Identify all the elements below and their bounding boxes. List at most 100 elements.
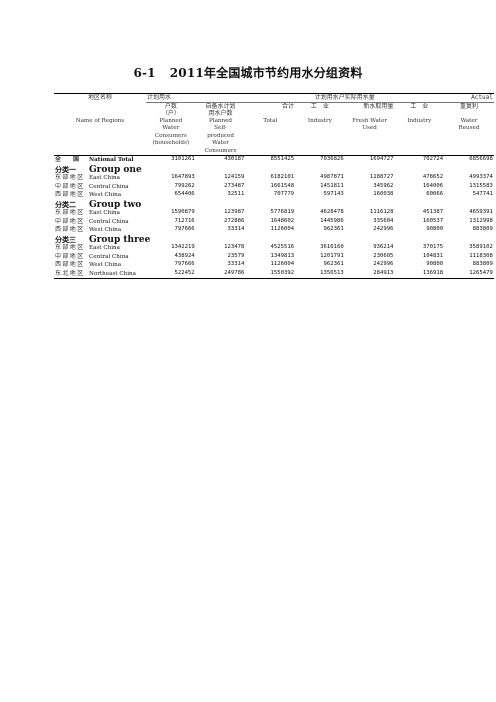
value-cell: 4628478	[320, 209, 344, 215]
group-header-row: 分类二 Group two	[54, 200, 494, 209]
value-cell: 478652	[422, 174, 444, 180]
value-cell: 4987871	[320, 174, 344, 180]
value-cell: 242996	[373, 261, 394, 267]
data-row: 东北地区 Northeast China 522452 249786 1550392 13…	[54, 269, 494, 279]
value-cell: 451387	[422, 209, 444, 215]
value-cell: 230605	[373, 252, 394, 259]
consumers-header-cn: 户数 （户）	[146, 101, 196, 118]
header-row-3: Name of Regions Planned Water Consumers …	[54, 117, 494, 156]
data-row: 东部地区 East China 1342219 123478 4525516 361616…	[54, 244, 494, 253]
reused-header-en: Water Reused	[444, 117, 494, 156]
region-name-cn: 西部地区	[55, 191, 85, 198]
region-name-en: Central China	[89, 183, 129, 190]
value-cell: 1126004	[270, 226, 295, 232]
value-cell: 33314	[227, 226, 245, 232]
value-cell: 123478	[224, 244, 245, 250]
value-cell: 90800	[426, 226, 444, 232]
value-cell: 6856698	[469, 156, 493, 162]
value-cell: 1694727	[369, 156, 394, 162]
value-cell: 1451811	[320, 182, 344, 189]
value-cell: 123987	[224, 209, 245, 215]
reused-header-cn: 重复利	[444, 101, 494, 118]
value-cell: 1445986	[320, 217, 344, 224]
data-row: 东部地区 East China 1647893 124159 6182101 498787…	[54, 174, 494, 183]
region-header-cn: 地区名称	[54, 93, 146, 102]
region-cell: 西部地区 West China	[54, 191, 146, 200]
header-row-2: 户数 （户） 自备水计划 用水户数 合计 工 业 新水取用量 工 业 重复利	[54, 101, 494, 118]
industry-header-cn: 工 业	[295, 101, 345, 118]
region-name-cn: 东部地区	[55, 209, 85, 216]
consumers-header-en: Planned Water Consumers (households)	[146, 117, 196, 156]
value-cell: 3101261	[171, 156, 195, 162]
value-cell: 23579	[227, 252, 245, 259]
fresh-water-header-cn: 新水取用量	[344, 101, 395, 118]
industry2-header-en: Industry	[394, 117, 445, 156]
region-cell: 东部地区 East China	[54, 244, 146, 253]
value-cell: 1647893	[171, 174, 195, 180]
region-cell: 东北地区 Northeast China	[54, 269, 146, 279]
value-cell: 124159	[224, 174, 245, 180]
region-cell: 全 国 National Total	[54, 156, 146, 165]
data-row: 西部地区 West China 797666 33314 1126004 962361 24…	[54, 261, 494, 270]
group-header-row: 分类一 Group one	[54, 164, 494, 174]
region-cell: 东部地区 East China	[54, 174, 146, 183]
header-row-1: 地区名称 计划用水 计划用水户实际用水量 Actual	[54, 93, 494, 102]
value-cell: 883809	[472, 226, 493, 232]
region-name-en: National Total	[89, 157, 134, 163]
value-cell: 1648602	[270, 217, 295, 224]
value-cell: 654406	[174, 191, 195, 197]
value-cell: 4993374	[469, 174, 493, 180]
value-cell: 1315583	[469, 182, 493, 189]
group-name-cn: 分类三	[55, 234, 76, 244]
value-cell: 1126004	[270, 261, 295, 267]
value-cell: 60066	[426, 191, 444, 197]
value-cell: 962361	[323, 261, 344, 267]
value-cell: 104831	[422, 252, 444, 259]
value-cell: 1118308	[469, 252, 493, 259]
value-cell: 335604	[373, 217, 394, 224]
value-cell: 1188727	[369, 174, 394, 180]
data-row: 西部地区 West China 654406 32511 707779 597143 160…	[54, 191, 494, 200]
group-name-cn: 分类一	[55, 164, 76, 174]
region-name-en: East China	[89, 175, 120, 181]
region-name-cn: 东部地区	[55, 244, 85, 251]
region-name-en: West China	[89, 192, 122, 198]
region-header-en: Name of Regions	[54, 117, 146, 156]
value-cell: 284913	[344, 269, 395, 279]
value-cell: 273487	[224, 182, 245, 189]
planned-water-header: 计划用水	[146, 93, 196, 102]
value-cell: 797666	[174, 261, 195, 267]
region-name-cn: 西部地区	[55, 226, 85, 233]
region-name-en: Central China	[89, 218, 129, 225]
region-name-cn: 东北地区	[55, 269, 85, 277]
value-cell: 33314	[227, 261, 245, 267]
value-cell: 702724	[422, 156, 444, 162]
fresh-water-header-en: Fresh Water Used	[344, 117, 395, 156]
value-cell: 547741	[472, 191, 493, 197]
value-cell: 1116128	[369, 209, 394, 215]
value-cell: 1265479	[444, 269, 494, 279]
statistics-table: 地区名称 计划用水 计划用水户实际用水量 Actual 户数 （户） 自备水计划…	[54, 93, 494, 279]
value-cell: 797666	[174, 226, 195, 232]
actual-header-en: Actual	[444, 93, 494, 102]
value-cell: 1201791	[320, 252, 344, 259]
region-name-en: Northeast China	[89, 270, 136, 277]
value-cell: 272886	[224, 217, 245, 224]
value-cell: 6182101	[270, 174, 295, 180]
region-cell: 东部地区 East China	[54, 209, 146, 218]
industry2-header-cn: 工 业	[394, 101, 445, 118]
region-name-en: East China	[89, 245, 120, 251]
value-cell: 1590879	[171, 209, 195, 215]
actual-water-header: 计划用水户实际用水量	[245, 93, 445, 102]
value-cell: 936214	[373, 244, 394, 250]
value-cell: 1312998	[469, 217, 493, 224]
table-body: 全 国 National Total 3101261 430187 8551425 703…	[54, 156, 494, 279]
value-cell: 164006	[422, 182, 444, 189]
data-row: 中部地区 Central China 799262 273487 1661548 1451…	[54, 183, 494, 192]
data-row: 中部地区 Central China 438924 23579 1349813 12017…	[54, 253, 494, 262]
value-cell: 3589102	[469, 244, 493, 250]
value-cell: 1550392	[245, 269, 296, 279]
self-produced-header-en: Planned Self- produced Water Consumers	[195, 117, 246, 156]
table-number: 6-1	[133, 66, 156, 80]
value-cell: 1356513	[295, 269, 345, 279]
